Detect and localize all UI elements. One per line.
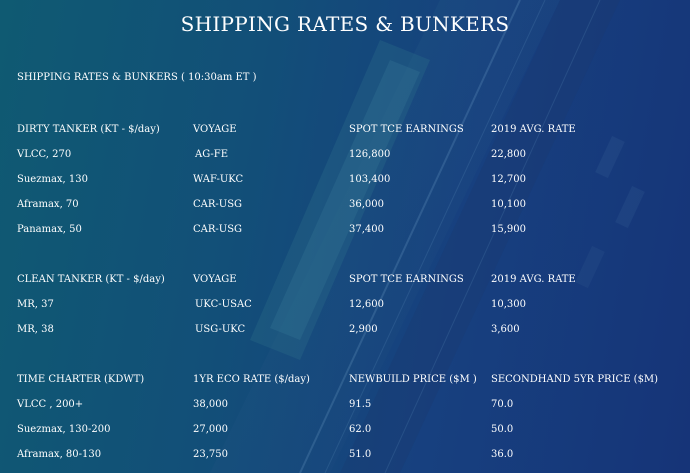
table-cell: 50.0 [491, 424, 514, 435]
table-cell: 15,900 [491, 224, 526, 235]
header-cell: 2019 AVG. RATE [491, 274, 576, 285]
table-cell: 3,600 [491, 324, 520, 335]
table-cell: WAF-UKC [193, 174, 244, 185]
table-cell: 38,000 [193, 399, 228, 410]
table-cell: UKC-USAC [195, 299, 252, 310]
page-title: SHIPPING RATES & BUNKERS [180, 12, 510, 36]
table-cell: 103,400 [349, 174, 391, 185]
table-cell: 126,800 [349, 149, 391, 160]
header-cell: SECONDHAND 5YR PRICE ($M) [491, 374, 659, 385]
table-cell: 22,800 [491, 149, 526, 160]
table-cell: 12,600 [349, 299, 384, 310]
table-cell: 37,400 [349, 224, 384, 235]
table-cell: 70.0 [491, 399, 514, 410]
header-cell: SPOT TCE EARNINGS [349, 274, 464, 285]
table-cell: Panamax, 50 [17, 224, 82, 235]
table-cell: 12,700 [491, 174, 526, 185]
table-cell: Aframax, 70 [17, 199, 79, 210]
table-cell: 10,100 [491, 199, 526, 210]
table-cell: 36,000 [349, 199, 384, 210]
table-cell: AG-FE [195, 149, 229, 160]
table-cell: 10,300 [491, 299, 526, 310]
table-cell: MR, 38 [17, 324, 54, 335]
page-subtitle: SHIPPING RATES & BUNKERS ( 10:30am ET ) [17, 72, 257, 83]
table-cell: Aframax, 80-130 [17, 449, 102, 460]
table-cell: CAR-USG [193, 199, 243, 210]
table-cell: USG-UKC [195, 324, 246, 335]
header-cell: VOYAGE [193, 124, 237, 135]
header-cell: 2019 AVG. RATE [491, 124, 576, 135]
table-cell: 23,750 [193, 449, 228, 460]
table-cell: CAR-USG [193, 224, 243, 235]
header-cell: NEWBUILD PRICE ($M ) [349, 374, 477, 385]
table-cell: 36.0 [491, 449, 514, 460]
table-cell: VLCC, 270 [17, 149, 72, 160]
header-cell: SPOT TCE EARNINGS [349, 124, 464, 135]
table-cell: 62.0 [349, 424, 372, 435]
table-cell: 91.5 [349, 399, 372, 410]
table-cell: Suezmax, 130-200 [17, 424, 111, 435]
table-cell: MR, 37 [17, 299, 54, 310]
header-cell: CLEAN TANKER (KT - $/day) [17, 274, 165, 285]
table-cell: Suezmax, 130 [17, 174, 89, 185]
header-cell: 1YR ECO RATE ($/day) [193, 374, 310, 385]
header-cell: VOYAGE [193, 274, 237, 285]
table-cell: 51.0 [349, 449, 372, 460]
header-cell: TIME CHARTER (KDWT) [17, 374, 145, 385]
table-cell: 2,900 [349, 324, 378, 335]
table-cell: 27,000 [193, 424, 228, 435]
header-cell: DIRTY TANKER (KT - $/day) [17, 124, 160, 135]
table-cell: VLCC , 200+ [17, 399, 84, 410]
